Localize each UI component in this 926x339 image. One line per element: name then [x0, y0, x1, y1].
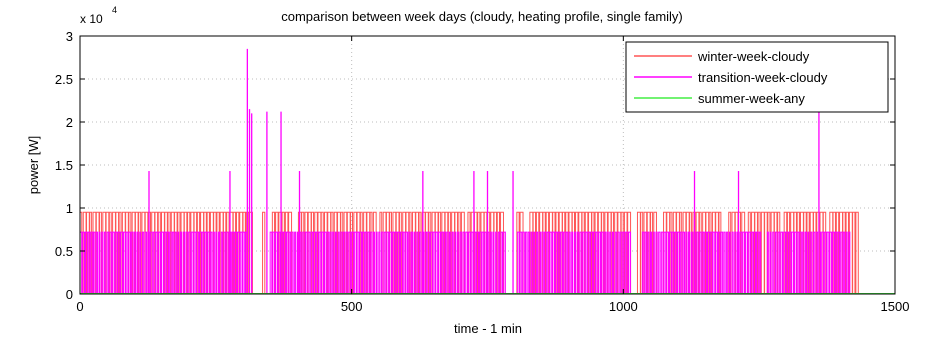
x-axis: 0 500 1000 1500	[76, 36, 909, 314]
y-tick-label: 0	[66, 287, 73, 302]
x-tick-label: 0	[76, 299, 83, 314]
legend: winter-week-cloudy transition-week-cloudy…	[625, 41, 889, 113]
series-winter-week-cloudy	[79, 211, 859, 294]
x-tick-label: 1500	[881, 299, 910, 314]
series-transition-week-cloudy	[79, 231, 851, 294]
y-tick-label: 1	[66, 201, 73, 216]
y-tick-label: 0.5	[55, 244, 73, 259]
legend-label: winter-week-cloudy	[697, 49, 810, 64]
y-axis-label: power [W]	[26, 136, 41, 195]
x-axis-label: time - 1 min	[454, 321, 522, 336]
y-axis: 0 0.5 1 1.5 2 2.5 3	[55, 29, 895, 302]
y-tick-label: 2.5	[55, 72, 73, 87]
legend-label: transition-week-cloudy	[698, 70, 828, 85]
grid	[80, 36, 895, 294]
y-axis-multiplier: x 10 4	[80, 5, 117, 26]
y-multiplier-base: x 10	[80, 12, 103, 26]
x-tick-label: 1000	[609, 299, 638, 314]
chart-title: comparison between week days (cloudy, he…	[281, 9, 683, 24]
y-tick-label: 1.5	[55, 158, 73, 173]
y-multiplier-exponent: 4	[112, 5, 117, 15]
x-tick-label: 500	[341, 299, 363, 314]
y-tick-label: 2	[66, 115, 73, 130]
y-tick-label: 3	[66, 29, 73, 44]
legend-label: summer-week-any	[698, 91, 805, 106]
